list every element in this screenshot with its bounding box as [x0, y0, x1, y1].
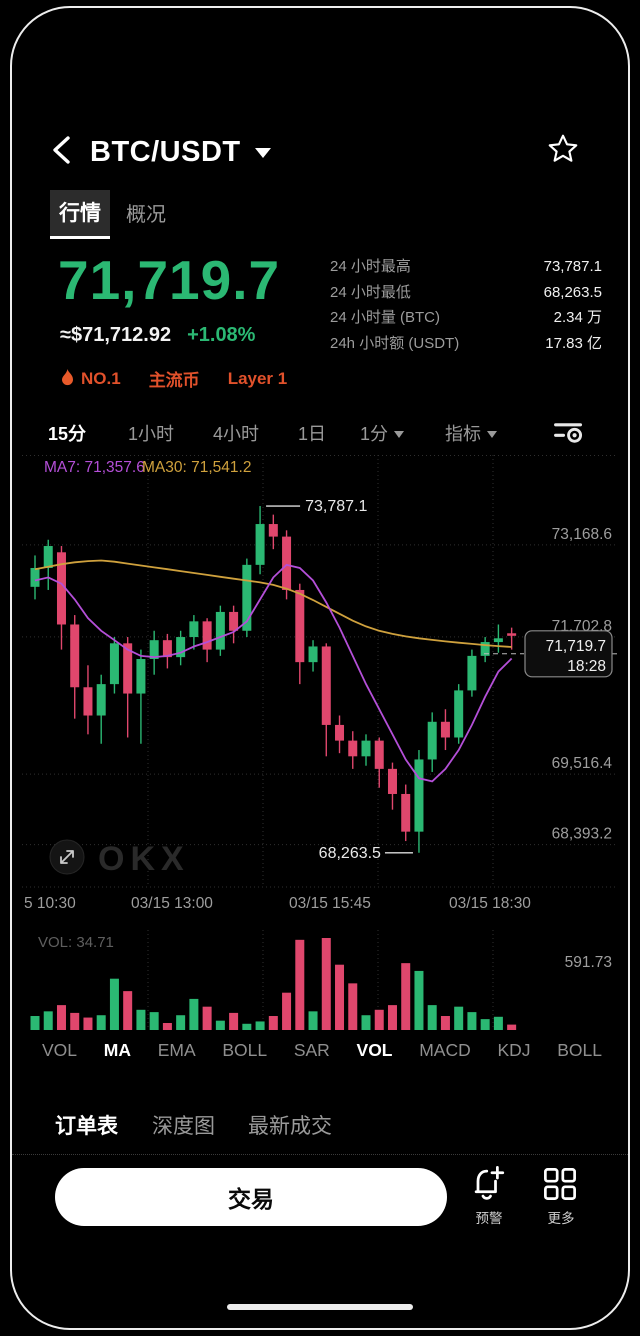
- svg-text:71,719.7: 71,719.7: [546, 638, 606, 655]
- stats-panel: 24 小时最高 73,787.1 24 小时最低 68,263.5 24 小时量 (…: [330, 254, 602, 356]
- ma7-line: [34, 563, 513, 783]
- more-grid-icon[interactable]: [542, 1166, 578, 1202]
- svg-text:68,393.2: 68,393.2: [552, 826, 612, 843]
- candles: [30, 506, 517, 853]
- page-title: BTC/USDT: [90, 136, 241, 168]
- svg-text:68,263.5: 68,263.5: [319, 845, 381, 862]
- tab-depth-chart[interactable]: 深度图: [152, 1115, 215, 1138]
- timeframe-15m[interactable]: 15分: [48, 424, 87, 444]
- svg-text:MA30: 71,541.2: MA30: 71,541.2: [142, 459, 251, 476]
- volume-bars: [30, 938, 517, 1030]
- indicator-macd[interactable]: MACD: [419, 1040, 471, 1060]
- timeframe-4h[interactable]: 4小时: [213, 424, 260, 444]
- indicator-vol-sub[interactable]: VOL: [356, 1040, 393, 1060]
- timeframe-1h[interactable]: 1小时: [128, 424, 175, 444]
- svg-text:69,516.4: 69,516.4: [552, 755, 613, 772]
- indicator-boll-2[interactable]: BOLL: [557, 1040, 602, 1060]
- tab-overview[interactable]: 概况: [126, 204, 166, 226]
- svg-text:03/15 18:30: 03/15 18:30: [449, 895, 531, 912]
- rank-badge: NO.1: [60, 369, 121, 389]
- svg-text:5 10:30: 5 10:30: [24, 895, 76, 912]
- chevron-down-icon: [487, 430, 497, 438]
- indicator-tabs: VOL MA EMA BOLL SAR VOL MACD KDJ BOLL: [42, 1040, 602, 1061]
- usd-price: ≈$71,712.92: [60, 324, 172, 346]
- chevron-down-icon: [394, 430, 405, 438]
- pair-selector[interactable]: BTC/USDT: [90, 136, 271, 169]
- flame-icon: [62, 369, 73, 386]
- category-badge: 主流币: [148, 371, 200, 390]
- chart-settings-icon[interactable]: [553, 418, 587, 446]
- chevron-down-icon: [254, 147, 271, 158]
- layer-badge: Layer 1: [227, 368, 288, 388]
- svg-text:VOL: 34.71: VOL: 34.71: [38, 934, 114, 951]
- svg-text:73,168.6: 73,168.6: [552, 526, 612, 543]
- favorite-star-icon[interactable]: [546, 132, 580, 166]
- svg-text:03/15 13:00: 03/15 13:00: [131, 895, 213, 912]
- kline-chart[interactable]: 73,168.671,702.869,516.468,393.2OKXMA7: …: [22, 455, 618, 1035]
- back-button[interactable]: [48, 134, 78, 166]
- chevron-left-icon: [53, 136, 70, 164]
- svg-text:591.73: 591.73: [565, 954, 612, 971]
- v-gridlines: [147, 455, 494, 1030]
- last-price: 71,719.7: [58, 249, 281, 311]
- indicator-boll[interactable]: BOLL: [222, 1040, 268, 1060]
- stat-row: 24 小时量 (BTC) 2.34 万: [330, 309, 602, 326]
- svg-text:73,787.1: 73,787.1: [305, 498, 367, 515]
- timeframe-1d[interactable]: 1日: [298, 424, 327, 444]
- svg-text:18:28: 18:28: [567, 658, 606, 675]
- ma30-line: [34, 559, 512, 648]
- timeframe-more-dropdown[interactable]: 1分: [360, 420, 405, 446]
- x-axis-labels: 5 10:30 03/15 13:00 03/15 15:45 03/15 18:30: [24, 895, 531, 912]
- tab-market[interactable]: 行情: [50, 190, 110, 239]
- price-alert-icon[interactable]: [468, 1163, 508, 1203]
- change-percent: +1.08%: [187, 324, 256, 346]
- svg-text:OKX: OKX: [98, 840, 190, 878]
- tab-latest-trades[interactable]: 最新成交: [248, 1115, 332, 1138]
- svg-text:MA7: 71,357.6: MA7: 71,357.6: [44, 459, 145, 476]
- stat-row: 24h 小时额 (USDT) 17.83 亿: [330, 334, 602, 352]
- indicator-ma[interactable]: MA: [103, 1040, 131, 1060]
- phone-frame: BTC/USDT 行情 概况 71,719.7 ≈$71,712.92 +1.0…: [10, 6, 630, 1330]
- indicator-kdj[interactable]: KDJ: [497, 1040, 531, 1060]
- home-indicator[interactable]: [227, 1304, 413, 1310]
- indicator-sar[interactable]: SAR: [293, 1040, 330, 1060]
- alert-label: 预警: [475, 1211, 503, 1226]
- indicator-dropdown[interactable]: 指标: [445, 420, 497, 446]
- stat-row: 24 小时最低 68,263.5: [330, 283, 602, 301]
- indicator-ema[interactable]: EMA: [157, 1040, 196, 1060]
- tab-order-book[interactable]: 订单表: [55, 1115, 118, 1138]
- divider: [12, 1154, 628, 1155]
- indicator-vol-main[interactable]: VOL: [42, 1040, 78, 1060]
- chart-expand-watermark[interactable]: OKX: [49, 839, 190, 878]
- svg-text:03/15 15:45: 03/15 15:45: [289, 895, 371, 912]
- y-axis-labels: 73,168.671,702.869,516.468,393.2: [22, 526, 618, 846]
- last-price-tag: 71,719.7 18:28: [484, 630, 618, 678]
- trade-button[interactable]: 交易: [55, 1168, 447, 1226]
- more-label: 更多: [547, 1211, 575, 1226]
- stat-row: 24 小时最高 73,787.1: [330, 258, 602, 275]
